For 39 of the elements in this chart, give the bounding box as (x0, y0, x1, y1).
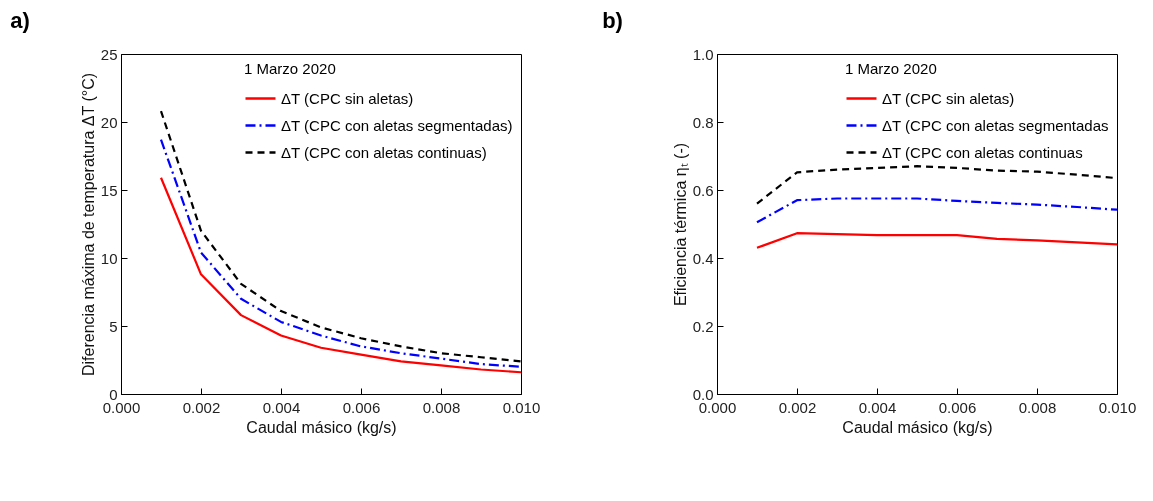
y-tick-label: 1.0 (692, 45, 714, 63)
x-axis-title: Caudal másico (kg/s) (246, 418, 397, 436)
y-tick-label: 0.4 (692, 249, 714, 267)
x-tick-label: 0.004 (858, 398, 897, 416)
y-tick-label: 20 (100, 113, 118, 131)
y-tick-label: 15 (100, 181, 118, 199)
x-tick-label: 0.008 (1018, 398, 1057, 416)
legend-label: ΔT (CPC con aletas continuas (882, 143, 1083, 161)
x-tick-label: 0.008 (422, 398, 461, 416)
x-tick-label: 0.002 (182, 398, 221, 416)
line-series (755, 232, 1117, 249)
x-tick-label: 0.002 (778, 398, 817, 416)
x-tick-label: 0.006 (342, 398, 381, 416)
x-tick-label: 0.010 (502, 398, 541, 416)
line-series (755, 197, 1117, 224)
legend-label: ΔT (CPC con aletas segmentadas) (281, 116, 513, 134)
chart-title: a) (10, 8, 30, 33)
y-tick-label: 0.2 (692, 317, 714, 335)
legend-label: ΔT (CPC con aletas segmentadas (882, 116, 1109, 134)
x-tick-label: 0.004 (262, 398, 301, 416)
y-tick-label: 0.8 (692, 113, 714, 131)
y-tick-label: 0.0 (692, 385, 714, 403)
line-series (159, 176, 521, 374)
legend-label: ΔT (CPC sin aletas) (882, 89, 1015, 107)
legend-title: 1 Marzo 2020 (244, 60, 336, 77)
x-tick-label: 0.010 (1098, 398, 1137, 416)
y-tick-label: 10 (100, 249, 118, 267)
legend-label: ΔT (CPC sin aletas) (281, 89, 414, 107)
y-tick-label: 5 (109, 317, 118, 335)
x-tick-label: 0.006 (938, 398, 977, 416)
y-tick-label: 25 (100, 45, 118, 63)
y-tick-label: 0 (109, 385, 118, 403)
y-tick-label: 0.6 (692, 181, 714, 199)
legend-label: ΔT (CPC con aletas continuas) (281, 143, 487, 161)
y-axis-title: Diferencia máxima de temperatura ΔT (°C) (79, 72, 97, 377)
legend-title: 1 Marzo 2020 (845, 60, 937, 77)
y-axis-title: Eficiencia térmica ηₜ (-) (671, 142, 689, 307)
chart-title: b) (602, 8, 623, 33)
x-axis-title: Caudal másico (kg/s) (842, 418, 993, 436)
